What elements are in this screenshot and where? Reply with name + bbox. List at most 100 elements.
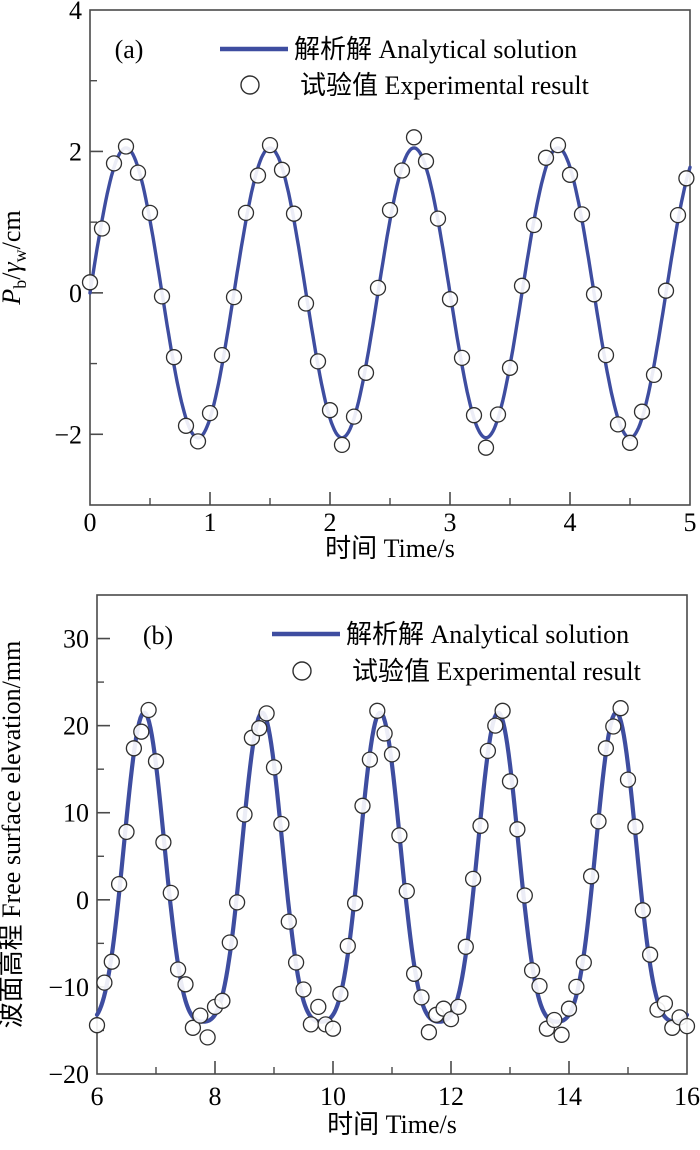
experimental-point (656, 995, 674, 1012)
experimental-point (214, 992, 231, 1009)
experimental-point (321, 402, 339, 419)
experimental-point (153, 288, 171, 305)
experimental-point (634, 902, 651, 919)
experimental-point (429, 210, 447, 227)
y-axis-label-segment: γ (0, 262, 26, 273)
y-axis-label-segment: b (10, 280, 30, 289)
experimental-point (501, 359, 519, 376)
y-axis-label: 波面高程 Free surface elevation/mm (0, 641, 26, 1029)
experimental-point (81, 274, 99, 291)
experimental-point (590, 813, 607, 830)
experimental-point (465, 407, 483, 424)
x-tick-label: 8 (209, 1082, 222, 1111)
experimental-point (546, 1011, 563, 1029)
experimental-point (110, 875, 128, 893)
experimental-point (525, 216, 543, 234)
legend-label-analytical: 解析解 Analytical solution (346, 620, 629, 649)
experimental-point (258, 705, 275, 722)
legend-label-experimental: 试验值 Experimental result (352, 657, 642, 686)
experimental-point (621, 434, 639, 451)
legend-label-experimental: 试验值 Experimental result (300, 71, 590, 100)
experimental-point (501, 773, 519, 790)
legend-marker-sample (240, 75, 260, 95)
experimental-point (265, 759, 283, 776)
experimental-point (509, 821, 526, 838)
x-tick-label: 16 (674, 1082, 700, 1111)
experimental-point (612, 700, 629, 717)
experimental-point (201, 404, 219, 422)
experimental-point (417, 153, 435, 170)
experimental-point (560, 1000, 578, 1017)
y-axis-label: Pb/γw/cm (0, 210, 30, 305)
panel-label: (a) (115, 35, 144, 64)
experimental-point (273, 161, 291, 178)
experimental-point (213, 346, 231, 364)
experimental-point (249, 167, 267, 184)
experimental-point (487, 717, 504, 734)
experimental-point (133, 723, 150, 740)
experimental-point (678, 1017, 696, 1035)
experimental-point (489, 406, 507, 423)
experimental-point (619, 771, 637, 788)
x-tick-label: 12 (438, 1082, 464, 1111)
experimental-point (645, 366, 663, 384)
experimental-point (585, 286, 603, 303)
experimental-point (575, 954, 592, 971)
experimental-point (609, 416, 627, 433)
y-axis-label-segment: w (10, 249, 30, 262)
y-tick-label: 0 (69, 279, 82, 308)
experimental-point (199, 1029, 216, 1046)
experimental-point (96, 974, 113, 991)
experimental-point (531, 977, 548, 995)
experimental-point (295, 981, 312, 998)
y-axis-label-segment: P (0, 289, 26, 306)
y-tick-label: 4 (69, 0, 82, 25)
experimental-point (420, 1024, 438, 1041)
experimental-point (333, 436, 351, 454)
experimental-point (627, 818, 644, 835)
experimental-point (103, 953, 120, 970)
experimental-point (582, 868, 600, 885)
experimental-point (88, 1017, 106, 1034)
experimental-point (285, 205, 303, 222)
experimental-point (177, 417, 195, 434)
experimental-point (513, 277, 531, 294)
experimental-point (393, 162, 411, 179)
y-tick-label: 0 (76, 886, 89, 915)
experimental-point (310, 998, 327, 1016)
experimental-point (346, 895, 364, 912)
experimental-point (405, 965, 423, 982)
experimental-point (147, 753, 165, 770)
experimental-point (669, 206, 687, 224)
experimental-point (383, 746, 401, 763)
experimental-point (332, 985, 349, 1003)
experimental-point (93, 220, 111, 237)
experimental-point (657, 282, 675, 299)
x-tick-label: 5 (684, 508, 697, 537)
experimental-point (141, 204, 159, 222)
y-tick-label: 20 (63, 712, 89, 741)
y-tick-label: 30 (63, 625, 89, 654)
experimental-point (597, 346, 615, 364)
experimental-point (453, 349, 471, 367)
experimental-point (251, 720, 268, 737)
x-tick-label: 2 (324, 508, 337, 537)
x-axis-label: 时间 Time/s (325, 534, 455, 563)
experimental-point (641, 946, 659, 963)
experimental-point (225, 288, 243, 306)
legend-marker-sample (292, 661, 312, 681)
y-tick-label: −20 (48, 1060, 89, 1089)
experimental-point (297, 295, 315, 312)
experimental-point (516, 887, 533, 904)
experimental-point (413, 989, 430, 1006)
legend-label-analytical: 解析解 Analytical solution (294, 35, 577, 64)
experimental-point (573, 206, 591, 223)
x-tick-label: 3 (444, 508, 457, 537)
x-tick-label: 6 (91, 1082, 104, 1111)
experimental-point (523, 962, 541, 979)
x-tick-label: 14 (556, 1082, 582, 1111)
experimental-point (357, 364, 375, 381)
experimental-point (140, 701, 157, 719)
experimental-point (129, 164, 147, 181)
